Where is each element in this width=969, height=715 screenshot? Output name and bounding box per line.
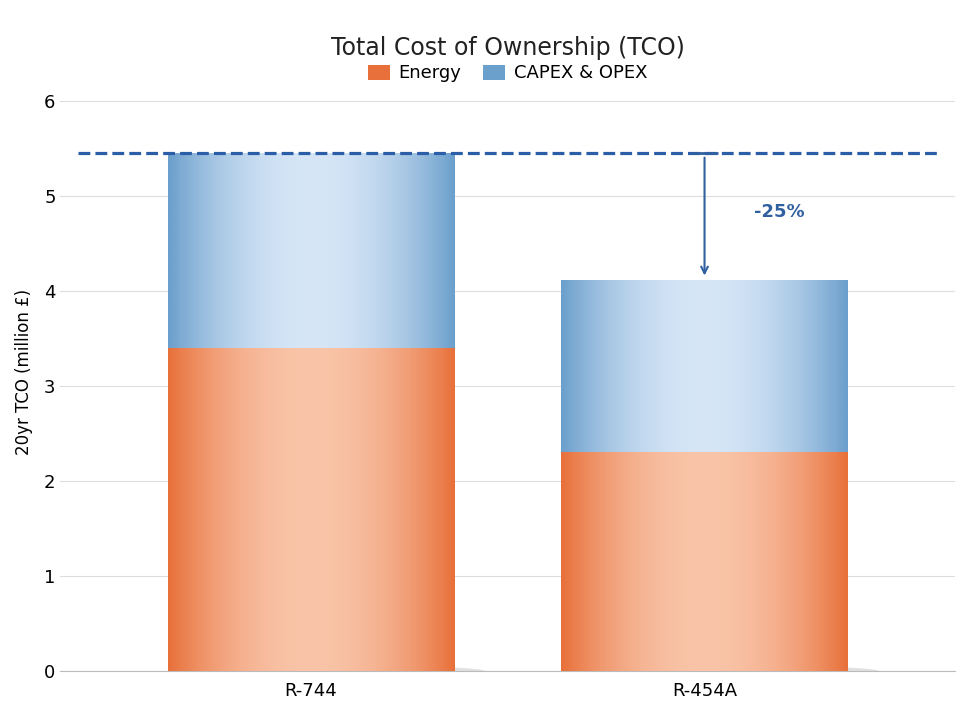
- Ellipse shape: [170, 665, 484, 676]
- Legend: Energy, CAPEX & OPEX: Energy, CAPEX & OPEX: [360, 57, 654, 89]
- Text: -25%: -25%: [753, 203, 803, 222]
- Ellipse shape: [563, 665, 877, 676]
- Y-axis label: 20yr TCO (million £): 20yr TCO (million £): [15, 288, 33, 455]
- Title: Total Cost of Ownership (TCO): Total Cost of Ownership (TCO): [330, 36, 684, 61]
